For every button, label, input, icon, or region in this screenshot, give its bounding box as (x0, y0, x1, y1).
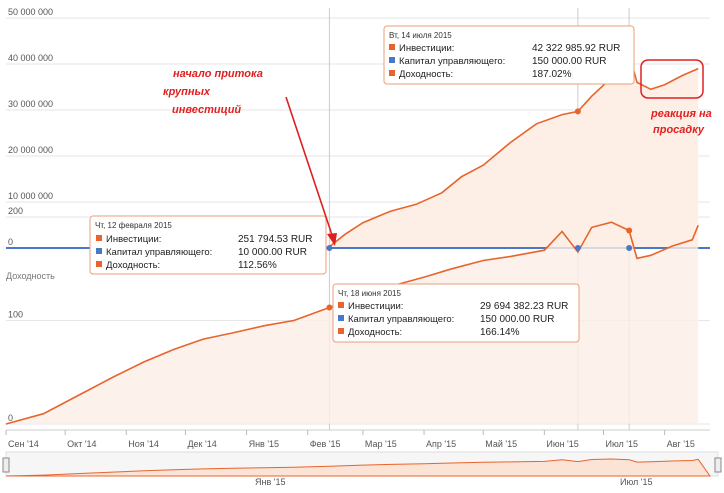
annotation-reaction-line2: просадку (653, 124, 705, 136)
tooltip-jul-capital-label: Капитал управляющего: (399, 56, 505, 67)
tooltip-jun-yield-label: Доходность: (348, 327, 402, 338)
tooltip-feb-date: Чт, 12 февраля 2015 (95, 221, 172, 230)
tooltip-feb-box (89, 215, 327, 275)
tooltip-feb-investments-swatch (96, 235, 102, 241)
annotation-reaction-box (640, 59, 704, 99)
tooltip-feb-capital-label: Капитал управляющего: (106, 247, 212, 258)
data-marker (574, 245, 581, 251)
x-tick-label: Ноя '14 (128, 439, 159, 449)
x-tick-label: Фев '15 (310, 439, 341, 449)
annotation-reaction: реакция на просадку (640, 59, 712, 136)
tooltip-feb-capital-swatch (96, 248, 102, 254)
investments-area (329, 53, 699, 248)
annotation-inflow: начало притока крупных инвестиций (163, 68, 337, 246)
tooltip-jun-box (332, 283, 580, 343)
yield-line (5, 221, 699, 425)
tooltip-jun-yield-value: 166.14% (480, 327, 520, 338)
tooltip-feb-investments-label: Инвестиции: (106, 234, 161, 245)
investments-line (328, 51, 699, 248)
tooltip-jul-yield-swatch (389, 70, 395, 76)
tooltip-jul-yield-value: 187.02% (532, 69, 572, 80)
annotation-inflow-line2: крупных (163, 86, 211, 98)
annotation-reaction-line1: реакция на (650, 108, 712, 120)
x-axis-ticks: Сен '14 Окт '14 Ноя '14 Дек '14 Янв '15 Фев '… (5, 429, 710, 449)
y-tick-label: 100 (8, 310, 23, 320)
tooltip-jun-capital-label: Капитал управляющего: (348, 314, 454, 325)
x-tick-label: Авг '15 (667, 439, 695, 449)
tooltip-jul-capital-swatch (389, 57, 395, 63)
navigator-series (5, 458, 711, 477)
data-marker (326, 245, 333, 251)
tooltip-feb-capital-value: 10 000.00 RUR (238, 247, 307, 258)
data-marker (626, 227, 633, 234)
data-marker (326, 304, 333, 311)
tooltip-feb: Чт, 12 февраля 2015 Инвестиции: 251 794.… (89, 215, 327, 275)
tooltip-feb-yield-swatch (96, 261, 102, 267)
y-tick-label: 30 000 000 (8, 99, 53, 109)
tooltip-jul-investments-label: Инвестиции: (399, 43, 454, 54)
data-marker (574, 108, 581, 115)
x-tick-label: Апр '15 (426, 439, 456, 449)
tooltip-jun-yield-swatch (338, 328, 344, 334)
annotation-inflow-arrowhead (327, 233, 337, 246)
y-tick-label: 200 (8, 206, 23, 216)
tooltip-jul-date: Вт, 14 июля 2015 (389, 31, 452, 40)
navigator-left-handle[interactable] (2, 457, 10, 473)
y-tick-label: 50 000 000 (8, 7, 53, 17)
tooltip-jun-investments-swatch (338, 302, 344, 308)
tooltip-jul: Вт, 14 июля 2015 Инвестиции: 42 322 985.… (383, 25, 635, 85)
tooltip-jun: Чт, 18 июня 2015 Инвестиции: 29 694 382.… (332, 283, 580, 343)
tooltip-jul-investments-swatch (389, 44, 395, 50)
navigator-label-jul: Июл '15 (620, 477, 653, 487)
tooltip-jul-investments-value: 42 322 985.92 RUR (532, 43, 620, 54)
y-tick-label: 20 000 000 (8, 145, 53, 155)
y-tick-label: 10 000 000 (8, 191, 53, 201)
data-marker (626, 245, 633, 251)
x-tick-label: Июн '15 (546, 439, 578, 449)
x-tick-label: Мар '15 (365, 439, 397, 449)
x-tick-label: Янв '15 (249, 439, 279, 449)
tooltip-jul-box (383, 25, 635, 85)
navigator-right-handle[interactable] (714, 457, 722, 473)
tooltip-jun-date: Чт, 18 июня 2015 (338, 289, 401, 298)
x-tick-label: Сен '14 (8, 439, 39, 449)
navigator[interactable]: Янв '15 Июл '15 (2, 451, 722, 487)
tooltip-jul-capital-value: 150 000.00 RUR (532, 56, 607, 67)
tooltip-jun-investments-label: Инвестиции: (348, 301, 403, 312)
tooltip-jun-investments-value: 29 694 382.23 RUR (480, 301, 568, 312)
navigator-label-jan: Янв '15 (255, 477, 285, 487)
annotation-inflow-arrow (285, 96, 334, 239)
x-tick-label: Окт '14 (67, 439, 96, 449)
x-tick-label: Июл '15 (606, 439, 639, 449)
tooltip-jun-capital-value: 150 000.00 RUR (480, 314, 555, 325)
y-tick-label: 0 (8, 413, 13, 423)
x-tick-label: Дек '14 (187, 439, 216, 449)
tooltip-jul-yield-label: Доходность: (399, 69, 453, 80)
tooltip-jun-capital-swatch (338, 315, 344, 321)
tooltip-feb-yield-label: Доходность: (106, 260, 160, 271)
tooltip-feb-investments-value: 251 794.53 RUR (238, 234, 313, 245)
y-tick-label: 0 (8, 237, 13, 247)
annotation-inflow-line3: инвестиций (172, 104, 241, 116)
yield-panel-title: Доходность (6, 271, 55, 281)
tooltip-feb-yield-value: 112.56% (238, 260, 277, 271)
y-tick-label: 40 000 000 (8, 53, 53, 63)
annotation-inflow-line1: начало притока (173, 68, 263, 80)
x-tick-label: Май '15 (485, 439, 517, 449)
